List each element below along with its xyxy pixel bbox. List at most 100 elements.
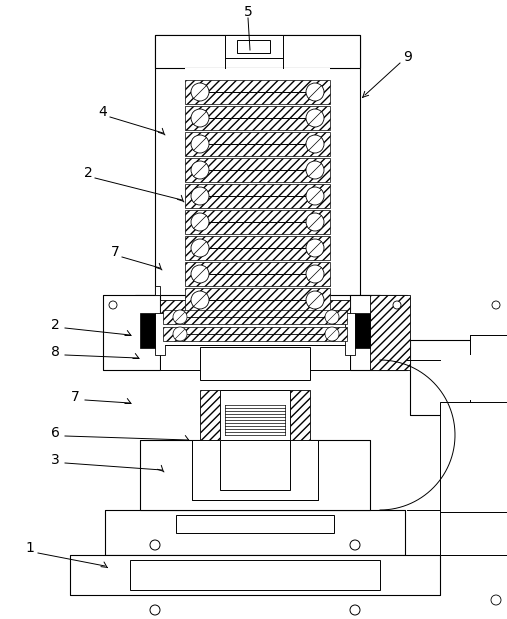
Polygon shape — [160, 300, 350, 345]
Bar — [155, 35, 360, 315]
Circle shape — [150, 605, 160, 615]
Circle shape — [191, 83, 209, 101]
Bar — [185, 210, 330, 234]
Circle shape — [306, 187, 324, 205]
Circle shape — [492, 301, 500, 309]
Bar — [185, 80, 330, 104]
Bar — [70, 555, 440, 595]
Circle shape — [150, 540, 160, 550]
Bar — [225, 35, 283, 58]
Circle shape — [173, 327, 187, 341]
Polygon shape — [410, 340, 507, 415]
Circle shape — [191, 291, 209, 309]
Bar — [470, 335, 507, 420]
Bar — [220, 440, 290, 490]
Circle shape — [306, 291, 324, 309]
Circle shape — [191, 239, 209, 257]
Text: 4: 4 — [99, 105, 107, 119]
Bar — [155, 35, 360, 68]
Circle shape — [191, 109, 209, 127]
Bar — [165, 320, 345, 345]
Polygon shape — [140, 440, 370, 510]
Text: 5: 5 — [244, 5, 252, 19]
Bar — [220, 440, 290, 490]
Circle shape — [191, 161, 209, 179]
Text: 8: 8 — [51, 345, 59, 359]
Bar — [160, 320, 350, 345]
Bar — [185, 236, 330, 260]
Bar — [440, 512, 507, 555]
Text: 9: 9 — [404, 50, 412, 64]
Circle shape — [306, 161, 324, 179]
Bar — [163, 310, 347, 324]
Polygon shape — [330, 295, 380, 315]
Bar — [163, 327, 347, 341]
Bar — [185, 158, 330, 182]
Bar — [130, 560, 380, 590]
Polygon shape — [103, 295, 160, 370]
Circle shape — [350, 605, 360, 615]
Text: 6: 6 — [51, 426, 59, 440]
Circle shape — [325, 310, 339, 324]
Bar — [350, 295, 407, 370]
Bar — [415, 355, 490, 400]
Bar — [237, 40, 270, 53]
Circle shape — [173, 310, 187, 324]
Circle shape — [325, 327, 339, 341]
Polygon shape — [135, 295, 185, 315]
Polygon shape — [370, 295, 410, 370]
Circle shape — [191, 135, 209, 153]
Circle shape — [306, 135, 324, 153]
Polygon shape — [200, 390, 220, 440]
Polygon shape — [70, 555, 440, 595]
Circle shape — [306, 83, 324, 101]
Circle shape — [306, 239, 324, 257]
Bar — [355, 313, 370, 348]
Circle shape — [191, 187, 209, 205]
Polygon shape — [290, 440, 318, 500]
Bar — [185, 288, 330, 312]
Text: 7: 7 — [70, 390, 80, 404]
Bar — [470, 335, 507, 420]
Polygon shape — [155, 35, 360, 68]
Circle shape — [306, 109, 324, 127]
Text: 2: 2 — [51, 318, 59, 332]
Bar — [103, 295, 160, 370]
Text: 1: 1 — [25, 541, 34, 555]
Polygon shape — [192, 440, 220, 500]
Bar — [185, 184, 330, 208]
Bar — [135, 295, 380, 315]
Circle shape — [191, 213, 209, 231]
Bar — [185, 106, 330, 130]
Polygon shape — [330, 68, 360, 315]
Circle shape — [350, 540, 360, 550]
Circle shape — [191, 265, 209, 283]
Polygon shape — [155, 68, 185, 315]
Circle shape — [306, 265, 324, 283]
Bar — [220, 390, 290, 440]
Bar — [176, 515, 334, 533]
Bar — [105, 510, 405, 555]
Bar — [185, 68, 330, 300]
Bar — [185, 262, 330, 286]
Circle shape — [393, 301, 401, 309]
Circle shape — [491, 595, 501, 605]
Polygon shape — [440, 512, 507, 555]
Bar — [185, 132, 330, 156]
Polygon shape — [470, 335, 507, 420]
Bar — [160, 320, 350, 370]
Bar — [140, 440, 370, 510]
Text: 2: 2 — [84, 166, 92, 180]
Polygon shape — [105, 510, 405, 555]
Bar — [410, 340, 507, 415]
Circle shape — [109, 301, 117, 309]
Text: 3: 3 — [51, 453, 59, 467]
Bar — [192, 440, 318, 500]
Bar — [200, 347, 310, 380]
Bar — [140, 313, 155, 348]
Bar — [155, 313, 165, 355]
Bar — [345, 313, 355, 355]
Text: 7: 7 — [111, 245, 119, 259]
Bar — [440, 402, 507, 512]
Bar — [155, 286, 160, 295]
